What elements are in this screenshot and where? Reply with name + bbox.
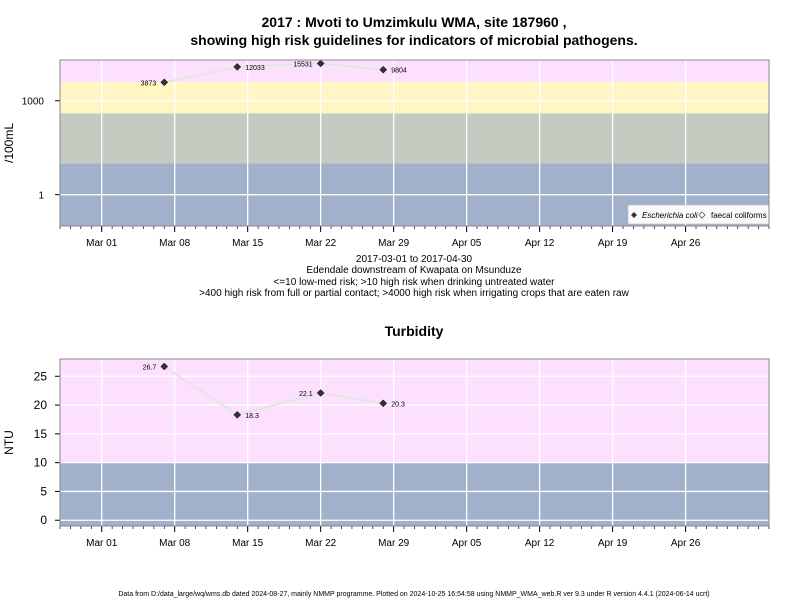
subtitle-line-3: <=10 low-med risk; >10 high risk when dr… <box>274 277 556 288</box>
data-point <box>316 59 325 68</box>
data-point <box>233 411 242 419</box>
legend-label-faecal: faecal coliforms <box>711 211 767 220</box>
data-label: 9804 <box>391 68 407 75</box>
risk-band-1 <box>60 462 769 526</box>
turbidity-title: Turbidity <box>385 323 444 339</box>
risk-band-2 <box>60 113 769 164</box>
data-label: 15531 <box>293 61 313 68</box>
y-tick-label: 1 <box>38 191 44 202</box>
x-tick-label: Mar 01 <box>86 238 118 249</box>
turbidity-panel: Mar 01 Mar 08 Mar 15 Mar 22 Mar 29 Apr 05 Apr … <box>2 358 770 549</box>
y-tick-label: 5 <box>40 484 47 498</box>
legend-label-ecoli: Escherichia coli <box>642 211 698 220</box>
data-label: 3873 <box>141 80 157 87</box>
x-tick-label: Mar 08 <box>159 238 191 249</box>
data-point <box>160 362 169 371</box>
x-tick-label: Apr 05 <box>452 538 482 549</box>
data-label: 20.3 <box>391 401 405 408</box>
x-tick-label: Apr 12 <box>525 538 555 549</box>
data-label: 12033 <box>245 65 265 72</box>
y-tick-label: 20 <box>34 398 48 412</box>
x-tick-label: Apr 26 <box>671 238 701 249</box>
legend-marker-faecal <box>698 211 706 219</box>
x-tick-label: Mar 22 <box>305 538 337 549</box>
x-tick-label: Mar 01 <box>86 538 118 549</box>
data-point <box>233 63 242 71</box>
y-axis-label: /100mL <box>2 123 16 163</box>
x-tick-label: Mar 22 <box>305 238 337 249</box>
risk-band-4 <box>60 66 769 82</box>
data-label: 18.3 <box>245 413 259 420</box>
data-point <box>316 389 325 397</box>
risk-band-2 <box>60 359 769 463</box>
x-tick-label: Apr 26 <box>671 538 701 549</box>
risk-band-3 <box>60 81 769 114</box>
risk-band-5 <box>60 60 769 67</box>
x-tick-label: Mar 08 <box>159 538 191 549</box>
y-axis-label: NTU <box>2 430 16 455</box>
x-tick-label: Apr 19 <box>598 538 628 549</box>
data-point <box>379 65 388 74</box>
microbial-panel: Mar 01 Mar 08 Mar 15 Mar 22 Mar 29 Apr 05 Apr … <box>2 59 770 249</box>
plot-frame <box>59 358 770 527</box>
x-tick-label: Mar 29 <box>378 538 410 549</box>
x-tick-label: Mar 29 <box>378 238 410 249</box>
plot-frame <box>59 59 770 227</box>
series-line <box>163 365 384 416</box>
x-tick-label: Apr 19 <box>598 238 628 249</box>
subtitle-line-2: Edendale downstream of Kwapata on Msundu… <box>306 265 522 276</box>
chart-title-line1: 2017 : Mvoti to Umzimkulu WMA, site 1879… <box>262 14 567 30</box>
data-point <box>379 399 388 408</box>
footer-note: Data from D:/data_large/wq/wms.db dated … <box>118 591 709 598</box>
data-label: 22.1 <box>299 391 313 398</box>
x-tick-label: Mar 15 <box>232 538 264 549</box>
legend-marker-ecoli <box>631 212 637 218</box>
subtitle-line-4: >400 high risk from full or partial cont… <box>199 288 629 299</box>
y-tick-label: 0 <box>40 513 47 527</box>
y-tick-label: 25 <box>34 369 48 383</box>
data-label: 26.7 <box>143 364 157 371</box>
subtitle-line-1: 2017-03-01 to 2017-04-30 <box>356 254 473 265</box>
x-tick-label: Apr 05 <box>452 238 482 249</box>
y-tick-label: 15 <box>34 427 48 441</box>
x-tick-label: Mar 15 <box>232 238 264 249</box>
series-line <box>164 62 384 84</box>
data-point <box>160 78 169 87</box>
x-tick-label: Apr 12 <box>525 238 555 249</box>
chart-title-line2: showing high risk guidelines for indicat… <box>190 32 637 48</box>
y-tick-label: 10 <box>34 456 48 470</box>
y-tick-label: 1000 <box>22 97 45 108</box>
